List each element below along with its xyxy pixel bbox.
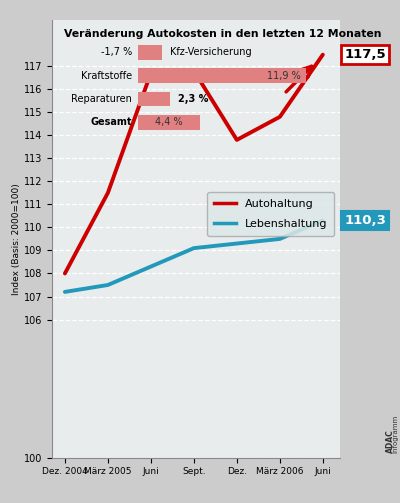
Y-axis label: Index (Basis: 2000=100): Index (Basis: 2000=100) (12, 183, 21, 295)
Text: 4,4 %: 4,4 % (155, 117, 182, 127)
Text: ADAC: ADAC (386, 429, 394, 453)
Text: 2,3 %: 2,3 % (178, 94, 209, 104)
Text: Veränderung Autokosten in den letzten 12 Monaten: Veränderung Autokosten in den letzten 12… (64, 29, 382, 39)
Text: Infogramm: Infogramm (392, 414, 398, 453)
Bar (138, 115, 200, 130)
Text: Kfz-Versicherung: Kfz-Versicherung (170, 47, 252, 57)
Bar (138, 45, 162, 59)
Text: Reparaturen: Reparaturen (71, 94, 132, 104)
Text: Gesamt: Gesamt (91, 117, 132, 127)
Bar (138, 68, 306, 83)
Text: -1,7 %: -1,7 % (101, 47, 132, 57)
Text: 110,3: 110,3 (344, 214, 386, 227)
Text: 11,9 %: 11,9 % (267, 70, 301, 80)
Text: 117,5: 117,5 (344, 48, 386, 61)
Bar (138, 92, 170, 107)
Legend: Autohaltung, Lebenshaltung: Autohaltung, Lebenshaltung (207, 192, 334, 236)
Text: Kraftstoffe: Kraftstoffe (81, 70, 132, 80)
